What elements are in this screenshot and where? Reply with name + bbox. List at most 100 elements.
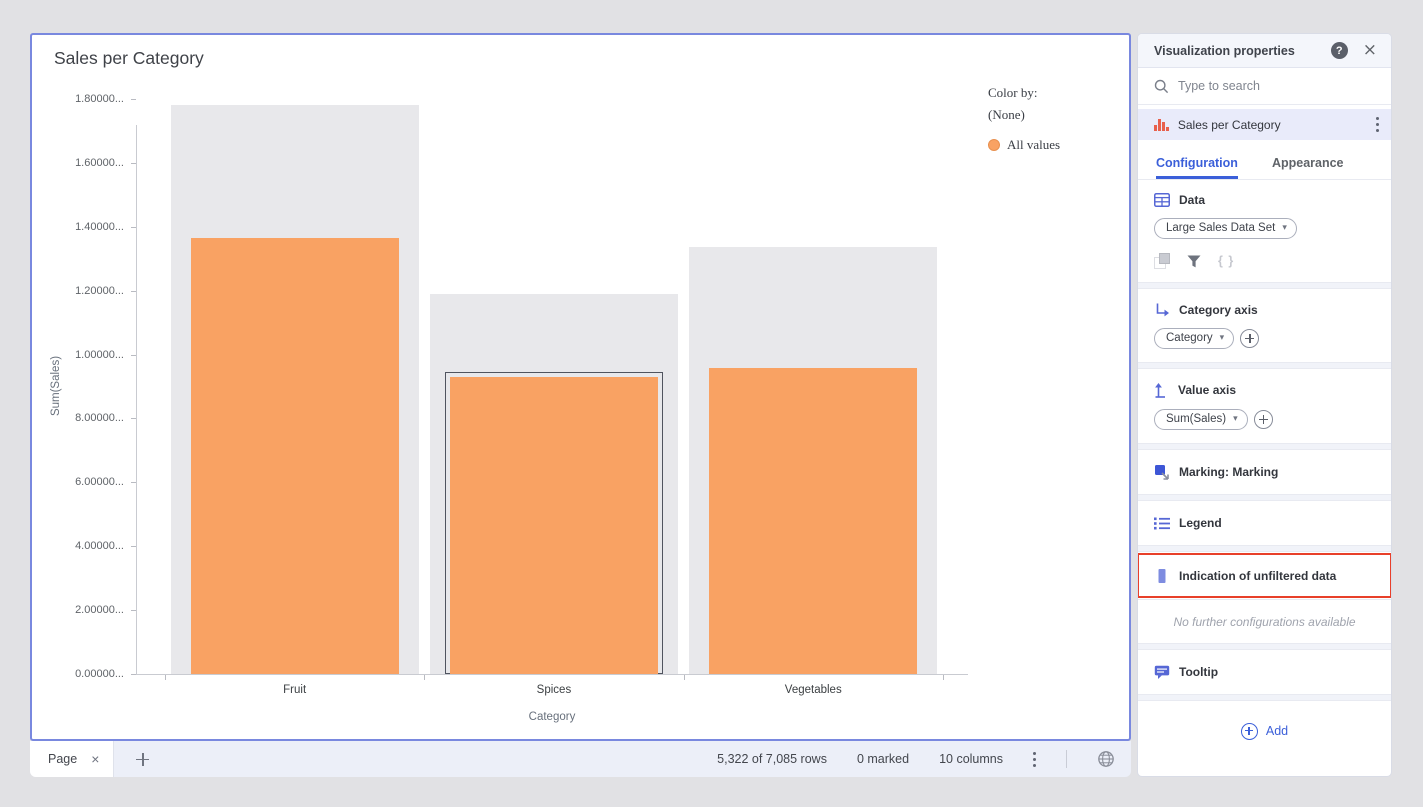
- row-count-status[interactable]: 5,322 of 7,085 rows: [717, 752, 827, 766]
- value-bar[interactable]: [190, 238, 399, 674]
- legend-item[interactable]: All values: [988, 137, 1118, 153]
- no-configurations-note: No further configurations available: [1138, 600, 1391, 644]
- unfiltered-label: Indication of unfiltered data: [1179, 568, 1337, 583]
- panel-tabs: Configuration Appearance: [1138, 140, 1391, 180]
- category-axis-dropdown[interactable]: Category ▾: [1154, 328, 1235, 349]
- dataset-dropdown[interactable]: Large Sales Data Set ▾: [1154, 218, 1297, 239]
- legend-item-label: All values: [1007, 137, 1061, 152]
- legend-color-by-value[interactable]: (None): [988, 107, 1025, 122]
- unfiltered-bar-icon: [1158, 568, 1166, 583]
- y-tick-label: 6.00000...: [75, 476, 124, 489]
- y-tick-label: 1.00000...: [75, 348, 124, 361]
- visualization-properties-panel: Visualization properties ? × Sales per C…: [1137, 33, 1392, 777]
- page-tab-label: Page: [48, 752, 78, 766]
- close-page-icon[interactable]: ×: [91, 751, 100, 767]
- expression-braces-icon[interactable]: { }: [1218, 254, 1235, 268]
- chevron-down-icon: ▾: [1219, 333, 1225, 343]
- y-tick-mark: [131, 418, 136, 420]
- y-tick-label: 2.00000...: [75, 604, 124, 617]
- divider: [1066, 750, 1067, 768]
- search-input[interactable]: [1178, 79, 1358, 93]
- category-axis-selector[interactable]: Category: [528, 711, 576, 723]
- x-axis-line: [136, 674, 968, 675]
- tab-appearance[interactable]: Appearance: [1271, 156, 1344, 170]
- search-row: [1138, 68, 1391, 105]
- visualization-menu-icon[interactable]: [1376, 123, 1379, 126]
- y-tick-mark: [131, 162, 136, 164]
- legend-section-label: Legend: [1179, 516, 1222, 530]
- value-bar[interactable]: [449, 377, 658, 674]
- page-navigation-bar: Page × 5,322 of 7,085 rows 0 marked 10 c…: [30, 741, 1131, 777]
- section-value-axis: Value axis Sum(Sales) ▾: [1138, 369, 1391, 444]
- section-indication-of-unfiltered-data[interactable]: Indication of unfiltered data: [1138, 552, 1391, 600]
- chevron-down-icon: ▾: [1282, 223, 1287, 233]
- category-axis-label: Category axis: [1179, 302, 1258, 317]
- section-data: Data Large Sales Data Set ▾ { }: [1138, 180, 1391, 283]
- add-property-button[interactable]: Add: [1138, 701, 1391, 761]
- x-tick-mark: [165, 675, 166, 680]
- data-table-icon: [1154, 193, 1170, 207]
- y-tick-mark: [131, 290, 136, 292]
- y-tick-mark: [131, 99, 136, 100]
- category-tick-label[interactable]: Spices: [536, 684, 572, 696]
- globe-icon[interactable]: [1097, 750, 1115, 768]
- y-tick-mark: [131, 354, 136, 356]
- category-tick-label[interactable]: Fruit: [283, 684, 307, 696]
- bar-chart-icon: [1154, 118, 1169, 131]
- section-legend[interactable]: Legend: [1138, 501, 1391, 546]
- y-tick-label: 8.00000...: [75, 412, 124, 425]
- y-tick-label: 1.80000...: [75, 93, 124, 105]
- status-menu-icon[interactable]: [1033, 757, 1036, 761]
- tab-configuration[interactable]: Configuration: [1156, 156, 1238, 179]
- y-axis-line: [136, 125, 137, 674]
- section-marking[interactable]: Marking: Marking: [1138, 450, 1391, 495]
- category-axis-expression: Category: [1166, 332, 1213, 344]
- help-icon[interactable]: ?: [1330, 42, 1348, 59]
- close-panel-icon[interactable]: ×: [1362, 40, 1377, 60]
- y-tick-mark: [131, 482, 136, 484]
- x-tick-mark: [424, 675, 426, 680]
- category-tick-label[interactable]: Vegetables: [784, 684, 842, 696]
- add-value-column-button[interactable]: [1253, 410, 1273, 429]
- value-axis-dropdown[interactable]: Sum(Sales) ▾: [1154, 409, 1248, 430]
- y-tick-mark: [131, 226, 136, 228]
- y-tick-label: 1.60000...: [75, 156, 124, 169]
- section-tooltip[interactable]: Tooltip: [1138, 650, 1391, 695]
- x-tick-mark: [942, 675, 944, 680]
- x-tick-mark: [683, 675, 685, 680]
- data-section-label: Data: [1179, 193, 1206, 207]
- add-category-column-button[interactable]: [1240, 329, 1260, 348]
- add-button-label: Add: [1265, 724, 1289, 738]
- y-tick-label: 4.00000...: [75, 540, 124, 553]
- marked-count-status[interactable]: 0 marked: [856, 752, 910, 766]
- limit-by-marking-icon[interactable]: [1154, 253, 1170, 269]
- y-tick-mark: [131, 610, 136, 612]
- add-page-icon[interactable]: [136, 752, 150, 766]
- category-axis-icon: [1156, 303, 1169, 317]
- visualization-name: Sales per Category: [1177, 117, 1281, 132]
- legend-swatch-icon: [988, 139, 1000, 151]
- visualization-list-item[interactable]: Sales per Category: [1138, 109, 1391, 140]
- search-icon: [1154, 79, 1169, 93]
- value-axis-selector[interactable]: Sum(Sales): [50, 355, 62, 417]
- marking-label: Marking: Marking: [1179, 465, 1279, 479]
- chevron-down-icon: ▾: [1233, 414, 1238, 424]
- y-tick-label: 1.40000...: [75, 220, 124, 233]
- tooltip-section-label: Tooltip: [1179, 665, 1219, 679]
- y-tick-label: 0.00000...: [75, 668, 124, 680]
- legend[interactable]: Color by: (None) All values: [988, 85, 1118, 153]
- value-axis-label: Value axis: [1178, 383, 1237, 397]
- value-bar[interactable]: [709, 368, 918, 674]
- column-count-status[interactable]: 10 columns: [939, 752, 1003, 766]
- panel-title: Visualization properties: [1154, 43, 1295, 58]
- bar-chart-visualization[interactable]: Sales per Category 0.00000... 2.00000... 4…: [30, 33, 1131, 741]
- y-tick-mark: [131, 546, 136, 548]
- section-category-axis: Category axis Category ▾: [1138, 289, 1391, 363]
- value-axis-expression: Sum(Sales): [1166, 413, 1227, 425]
- legend-list-icon: [1154, 517, 1170, 529]
- filter-icon[interactable]: [1187, 255, 1201, 268]
- y-tick-mark: [131, 674, 136, 675]
- legend-color-by-label: Color by:: [988, 85, 1038, 100]
- y-tick-label: 1.20000...: [75, 284, 124, 297]
- page-tab[interactable]: Page ×: [30, 741, 115, 777]
